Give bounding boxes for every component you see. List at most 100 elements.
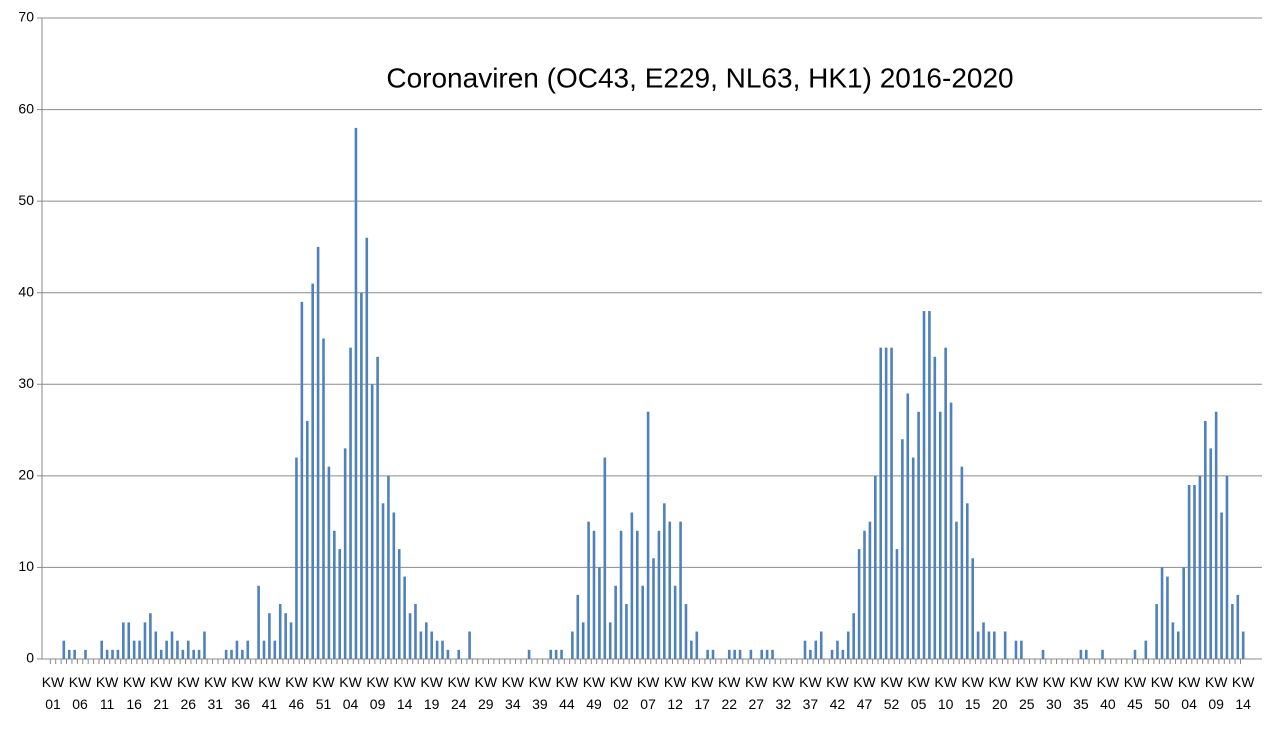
x-tick-label: KW 10 xyxy=(934,674,957,712)
bar xyxy=(333,530,336,659)
bar xyxy=(268,613,271,659)
bar xyxy=(441,640,444,659)
bar xyxy=(197,649,201,659)
bar xyxy=(1079,649,1083,659)
bar xyxy=(971,558,974,659)
bar xyxy=(246,640,250,659)
bar xyxy=(176,640,179,659)
bar xyxy=(1236,594,1240,659)
bar xyxy=(901,439,904,659)
bar xyxy=(819,631,823,659)
bar xyxy=(376,356,379,659)
bar xyxy=(928,311,931,659)
bar xyxy=(305,420,309,659)
bar xyxy=(695,631,699,659)
bar xyxy=(1101,649,1104,659)
x-tick-label: KW 21 xyxy=(149,674,173,712)
bar xyxy=(809,649,812,659)
x-tick-label: KW 39 xyxy=(528,674,552,712)
bar xyxy=(73,649,76,659)
bar xyxy=(1160,567,1164,659)
bar xyxy=(1014,640,1018,659)
bar xyxy=(549,649,553,659)
bar xyxy=(419,631,423,659)
bar xyxy=(1144,640,1148,659)
bar xyxy=(186,640,190,659)
bar xyxy=(836,640,839,659)
bar xyxy=(273,640,277,659)
bar xyxy=(278,604,282,659)
bar xyxy=(803,640,807,659)
y-tick-label: 20 xyxy=(18,467,34,483)
x-tick-label: KW 09 xyxy=(366,674,389,712)
x-tick-label: KW 26 xyxy=(176,674,200,712)
bar xyxy=(771,649,774,659)
bar xyxy=(706,649,709,659)
y-tick-label: 70 xyxy=(18,9,34,25)
bar xyxy=(192,649,195,659)
x-tick-label: KW 46 xyxy=(285,674,308,712)
bar xyxy=(911,457,915,659)
bar xyxy=(360,292,363,659)
bar xyxy=(749,649,753,659)
x-tick-label: KW 34 xyxy=(501,674,525,712)
x-tick-label: KW 04 xyxy=(339,674,362,712)
x-tick-label: KW 04 xyxy=(1177,674,1201,712)
bar xyxy=(1209,448,1213,659)
bar xyxy=(922,311,926,659)
bar xyxy=(100,640,103,659)
bar xyxy=(316,246,320,659)
bar xyxy=(84,649,87,659)
bar xyxy=(944,347,947,659)
bar xyxy=(727,649,731,659)
x-tick-label: KW 09 xyxy=(1204,674,1228,712)
bar xyxy=(1085,649,1088,659)
bar xyxy=(527,649,531,659)
bar xyxy=(554,649,558,659)
bar xyxy=(397,549,401,659)
bar xyxy=(960,466,964,659)
bar xyxy=(116,649,120,659)
bar xyxy=(1231,604,1234,659)
bar xyxy=(982,622,985,659)
bar xyxy=(884,347,888,659)
bar xyxy=(122,622,125,659)
bar xyxy=(955,521,958,659)
bar xyxy=(295,457,298,659)
bar xyxy=(965,503,969,659)
x-tick-label: KW 41 xyxy=(258,674,281,712)
bar xyxy=(1220,512,1223,659)
bar xyxy=(322,338,325,659)
bar xyxy=(1182,567,1185,659)
bar xyxy=(365,237,369,659)
bar xyxy=(581,622,585,659)
bar xyxy=(132,640,136,659)
bar xyxy=(711,649,715,659)
x-tick-label: KW 11 xyxy=(95,674,119,712)
x-tick-label: KW 12 xyxy=(663,674,687,712)
bar xyxy=(1041,649,1045,659)
bar xyxy=(300,301,304,659)
bar xyxy=(1204,420,1207,659)
bar xyxy=(933,356,937,659)
bar xyxy=(1133,649,1137,659)
x-tick-label: KW 44 xyxy=(555,674,579,712)
x-tick-label: KW 32 xyxy=(772,674,795,712)
bar xyxy=(641,585,644,659)
bar xyxy=(765,649,769,659)
x-tick-label: KW 01 xyxy=(41,674,65,712)
bar xyxy=(408,613,412,659)
x-tick-label: KW 47 xyxy=(853,674,876,712)
bar xyxy=(170,631,174,659)
bar xyxy=(1003,631,1007,659)
x-tick-label: KW 22 xyxy=(717,674,741,712)
x-tick-label: KW 45 xyxy=(1123,674,1147,712)
bar xyxy=(652,558,655,659)
bar xyxy=(668,521,672,659)
bar xyxy=(430,631,434,659)
bar xyxy=(1155,604,1158,659)
bar xyxy=(560,649,563,659)
bar xyxy=(1187,485,1191,659)
bar xyxy=(1166,576,1169,659)
